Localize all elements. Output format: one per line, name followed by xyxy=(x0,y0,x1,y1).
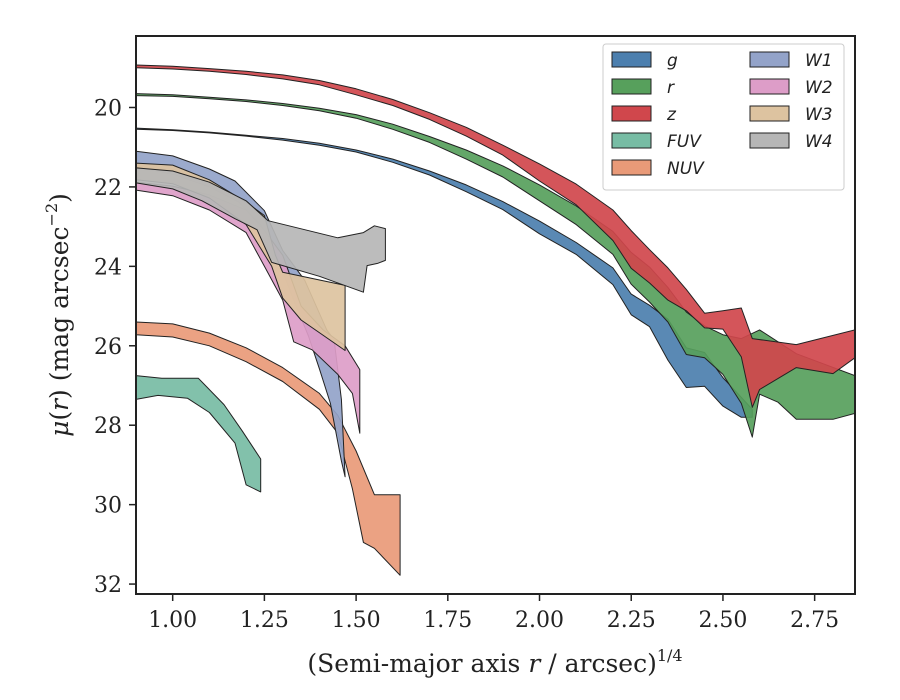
band-w4 xyxy=(136,167,386,293)
y-tick-label: 28 xyxy=(94,414,122,439)
x-tick-label: 2.75 xyxy=(790,608,839,633)
band-fuv xyxy=(136,375,262,493)
band-r xyxy=(136,93,855,438)
band-nuv xyxy=(136,321,401,576)
y-tick-label: 20 xyxy=(94,96,122,121)
y-axis-title-mu: μ xyxy=(45,421,74,437)
y-axis-title-unit: ) (mag arcsec xyxy=(45,226,74,399)
plot-frame xyxy=(135,35,856,595)
y-tick-label: 30 xyxy=(94,494,122,519)
y-axis-title: μ(r) (mag arcsec−2) xyxy=(42,193,74,437)
legend-swatch-w4 xyxy=(749,132,790,149)
legend-label-r: r xyxy=(667,78,675,98)
legend-swatch-z xyxy=(611,105,652,122)
x-axis-title-exp: 1/4 xyxy=(657,646,683,665)
legend-label-w1: W1 xyxy=(805,51,833,71)
y-tick-label: 22 xyxy=(94,176,122,201)
y-axis-title-open: ( xyxy=(45,411,74,421)
legend-swatch-w2 xyxy=(749,78,790,95)
y-tick-label: 32 xyxy=(94,573,122,598)
legend-label-w2: W2 xyxy=(805,78,833,98)
x-axis-title-var: r xyxy=(528,649,542,678)
legend-swatch-r xyxy=(611,78,652,95)
x-axis-title-main: (Semi-major axis xyxy=(307,649,528,678)
x-axis-title: (Semi-major axis r / arcsec)1/4 xyxy=(307,646,682,678)
legend-swatch-w3 xyxy=(749,105,790,122)
x-tick-label: 2.00 xyxy=(515,608,564,633)
x-tick-label: 2.25 xyxy=(607,608,656,633)
legend-label-w3: W3 xyxy=(805,105,833,125)
x-tick-label: 1.25 xyxy=(240,608,289,633)
x-tick-label: 1.50 xyxy=(332,608,381,633)
y-axis-title-close: ) xyxy=(45,193,74,203)
legend-label-fuv: FUV xyxy=(667,132,702,152)
y-axis-title-exp: −2 xyxy=(42,203,61,227)
x-axis-title-unit: / arcsec) xyxy=(540,649,657,678)
x-tick-label: 2.50 xyxy=(698,608,747,633)
x-tick-label: 1.75 xyxy=(423,608,472,633)
legend-swatch-nuv xyxy=(611,159,652,176)
y-axis-title-var: r xyxy=(45,397,74,411)
legend-swatch-g xyxy=(611,51,652,68)
legend-swatch-w1 xyxy=(749,51,790,68)
x-axis: 1.00 1.25 1.50 1.75 2.00 2.25 2.50 2.75 xyxy=(148,594,839,633)
legend-label-z: z xyxy=(666,105,677,125)
y-tick-label: 26 xyxy=(94,335,122,360)
legend-label-w4: W4 xyxy=(805,132,833,152)
legend-label-g: g xyxy=(667,51,678,71)
band-z xyxy=(136,64,855,408)
bands-layer xyxy=(136,64,855,576)
legend-label-nuv: NUV xyxy=(667,159,705,179)
legend-swatch-fuv xyxy=(611,132,652,149)
x-tick-label: 1.00 xyxy=(148,608,197,633)
y-tick-label: 24 xyxy=(94,255,122,280)
y-axis: 20 22 24 26 28 30 32 xyxy=(94,96,136,598)
legend: grz FUV NUV W1 W2 W3 W4 xyxy=(602,43,845,191)
